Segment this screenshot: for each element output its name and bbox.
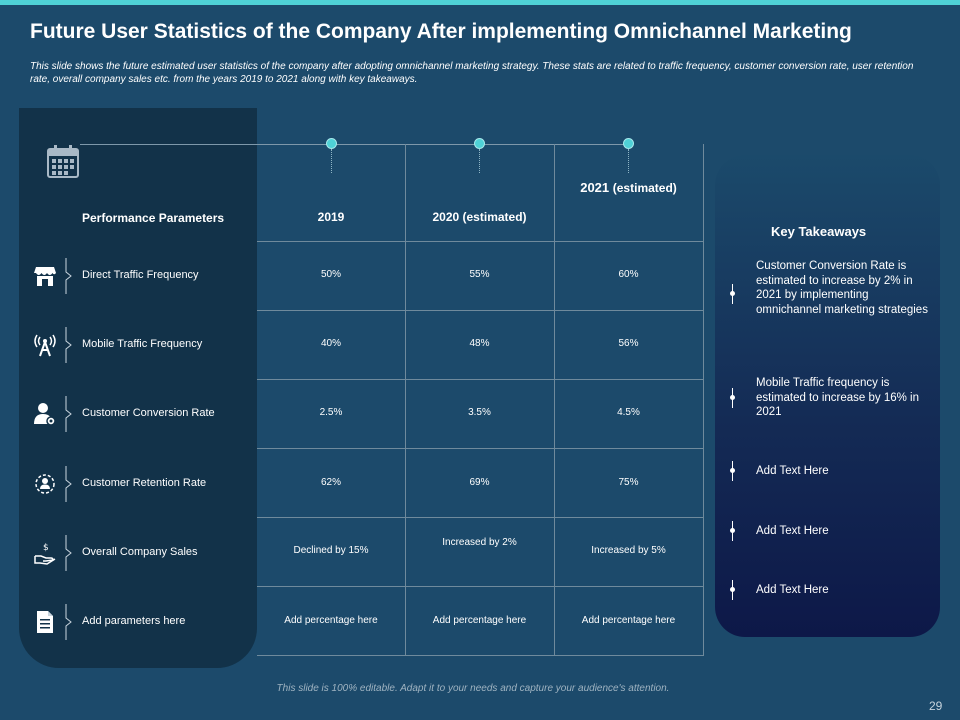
svg-text:$: $ (43, 543, 49, 553)
timeline-dot-2021 (623, 138, 634, 149)
table-cell: Increased by 2% (442, 537, 517, 548)
table-cell: Add percentage here (581, 615, 676, 626)
calendar-icon (47, 145, 79, 178)
timeline-stem-2021 (628, 149, 629, 173)
grid-vline (554, 144, 555, 656)
table-cell: 48% (469, 338, 490, 349)
table-cell: 69% (469, 477, 490, 488)
param-label: Customer Retention Rate (82, 477, 207, 489)
grid-hline (257, 517, 704, 518)
document-icon (37, 611, 53, 633)
table-cell: 4.5% (617, 407, 640, 418)
grid-hline (257, 655, 704, 656)
table-cell: Add percentage here (432, 615, 527, 626)
table-cell: 55% (469, 269, 490, 280)
grid-hline (257, 586, 704, 587)
bullet-marker-icon (730, 388, 735, 408)
retention-cycle-icon (35, 474, 55, 494)
table-cell: 40% (320, 338, 341, 349)
column-header-2019: 2019 (257, 210, 405, 224)
grid-hline (257, 310, 704, 311)
statistics-table: 2019 2020 (estimated) 2021 (estimated) 5… (257, 144, 704, 656)
table-cell: 2.5% (319, 407, 343, 418)
table-cell: 3.5% (468, 407, 491, 418)
column-note: (estimated) (462, 210, 527, 224)
param-label: Direct Traffic Frequency (82, 269, 199, 281)
column-note: (estimated) (612, 181, 677, 195)
timeline-dot-2019 (326, 138, 337, 149)
takeaways-title: Key Takeaways (771, 224, 867, 239)
column-header-2021: 2021 (estimated) (554, 180, 703, 195)
takeaway-item: Mobile Traffic frequency is estimated to… (756, 377, 920, 418)
column-year: 2021 (580, 180, 610, 195)
timeline-dot-2020 (474, 138, 485, 149)
page-number: 29 (929, 699, 943, 713)
table-cell: 62% (320, 477, 341, 488)
bullet-marker-icon (730, 521, 735, 541)
table-cell: Add percentage here (284, 615, 378, 626)
table-cell: 75% (618, 477, 639, 488)
param-row: Customer Conversion Rate (30, 394, 250, 434)
takeaway-item: Add Text Here (756, 465, 829, 477)
grid-vline (703, 144, 704, 656)
column-year: 2020 (432, 210, 460, 224)
slide-title: Future User Statistics of the Company Af… (30, 20, 852, 43)
row-bracket (65, 466, 72, 502)
store-icon (34, 267, 56, 286)
timeline-stem-2019 (331, 149, 332, 173)
takeaway-item: Add Text Here (756, 525, 829, 537)
table-cell: 50% (320, 269, 341, 280)
slide-subtitle: This slide shows the future estimated us… (30, 61, 914, 85)
param-label: Overall Company Sales (82, 546, 198, 558)
grid-vline (405, 144, 406, 656)
parameters-header: Performance Parameters (82, 211, 225, 225)
bullet-marker-icon (730, 284, 735, 304)
timeline-connector (80, 144, 631, 145)
user-settings-icon (34, 403, 56, 426)
param-label: Mobile Traffic Frequency (82, 338, 203, 350)
row-bracket (65, 604, 72, 640)
row-bracket (65, 535, 72, 571)
table-cell: Declined by 15% (293, 545, 369, 556)
footer-note: This slide is 100% editable. Adapt it to… (276, 683, 670, 694)
param-label: Add parameters here (82, 615, 186, 627)
takeaways-panel (715, 155, 940, 637)
param-row: Mobile Traffic Frequency (30, 325, 250, 365)
signal-tower-icon (34, 334, 56, 357)
column-header-2020: 2020 (estimated) (405, 210, 554, 224)
bullet-marker-icon (730, 461, 735, 481)
table-cell: Increased by 5% (591, 545, 666, 556)
parameters-panel (19, 108, 257, 668)
param-row: Customer Retention Rate (30, 464, 250, 504)
bullet-marker-icon (730, 580, 735, 600)
timeline-stem-2020 (479, 149, 480, 173)
param-row: Direct Traffic Frequency (30, 256, 250, 296)
takeaway-item: Add Text Here (756, 584, 829, 596)
top-accent-bar (0, 0, 960, 5)
grid-hline (257, 379, 704, 380)
param-label: Customer Conversion Rate (82, 407, 215, 419)
grid-hline (257, 448, 704, 449)
param-row: $ Overall Company Sales (30, 533, 250, 573)
table-cell: 56% (618, 338, 639, 349)
row-bracket (65, 327, 72, 363)
param-row: Add parameters here (30, 602, 250, 642)
column-year: 2019 (317, 210, 345, 224)
grid-hline (257, 241, 704, 242)
hand-dollar-icon: $ (34, 543, 56, 565)
row-bracket (65, 258, 72, 294)
table-cell: 60% (618, 269, 639, 280)
takeaway-item: Customer Conversion Rate is estimated to… (756, 260, 928, 316)
row-bracket (65, 396, 72, 432)
